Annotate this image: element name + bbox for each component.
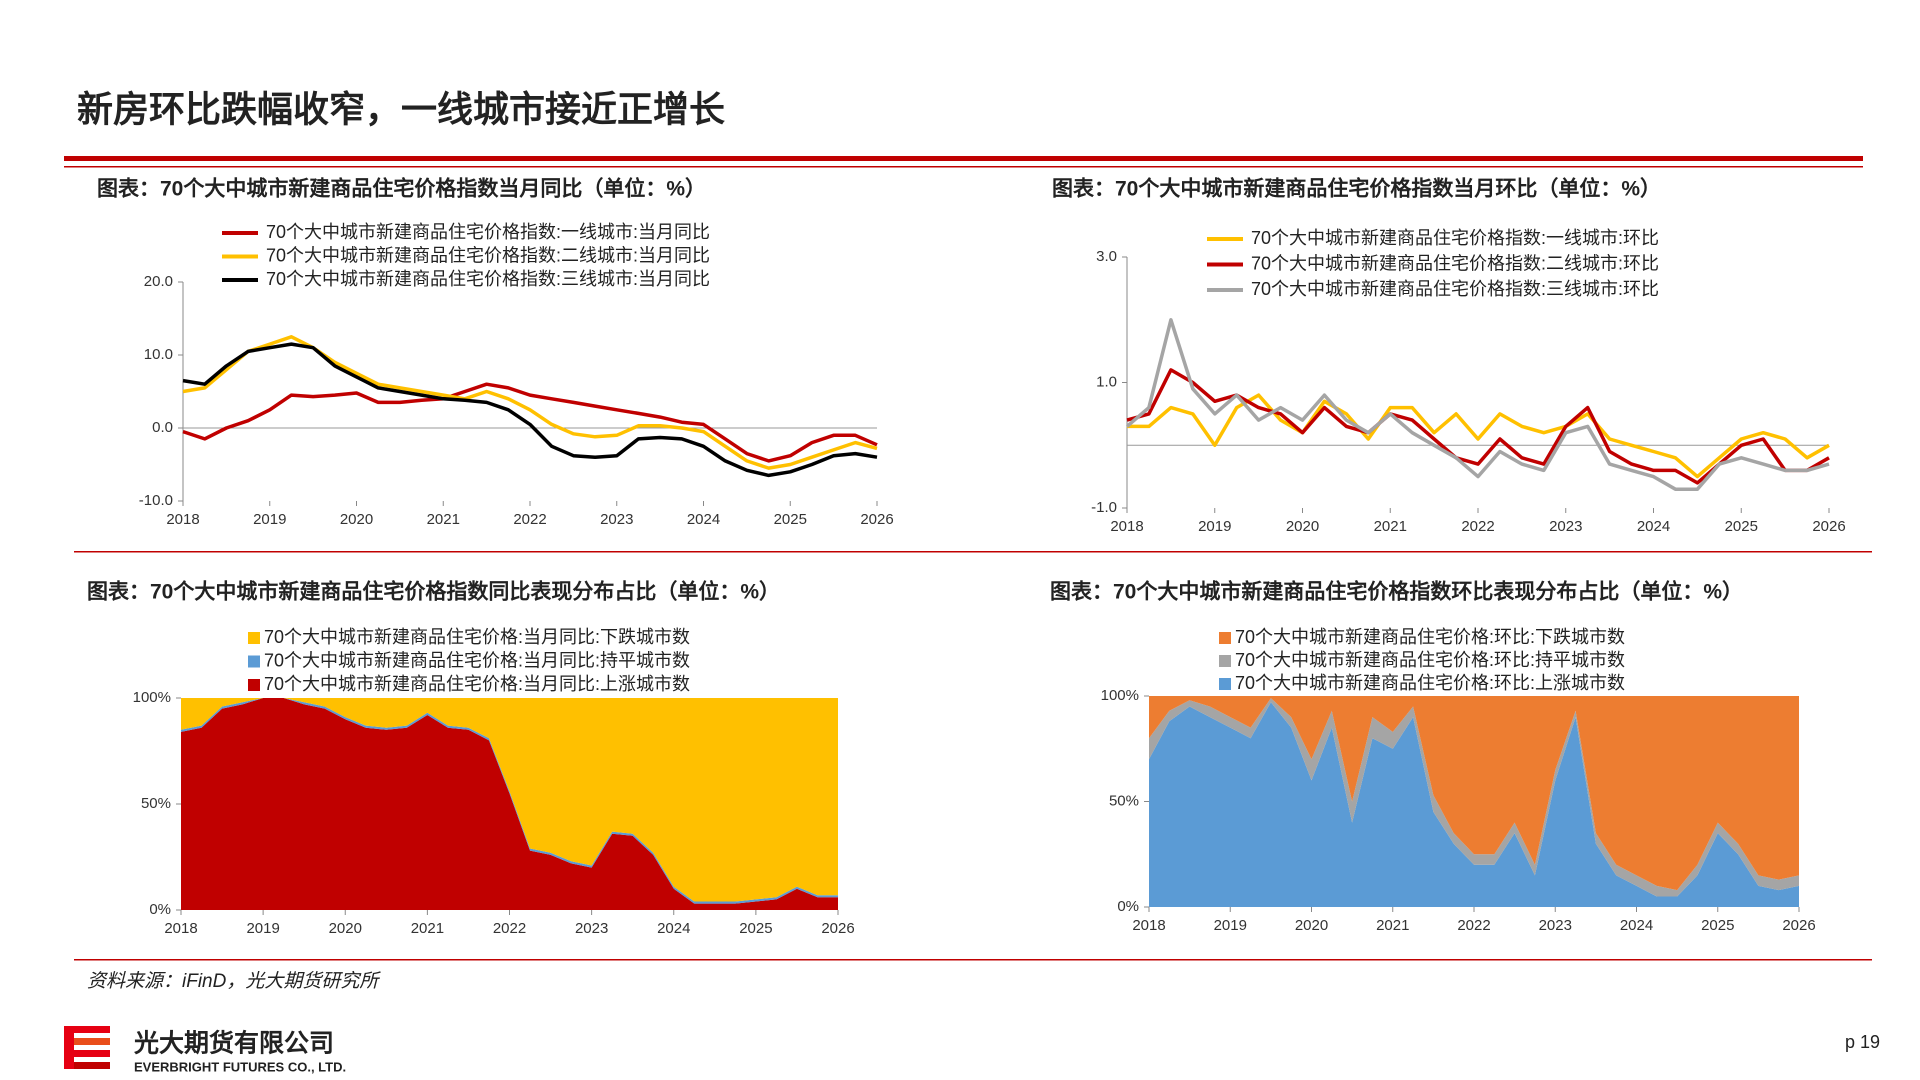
x-tick-label: 2019 bbox=[1214, 917, 1247, 934]
bottom-rule bbox=[74, 959, 1872, 961]
legend-swatch bbox=[1219, 632, 1231, 644]
x-tick-label: 2019 bbox=[246, 920, 279, 937]
x-tick-label: 2023 bbox=[1539, 917, 1572, 934]
y-tick-label: 3.0 bbox=[1096, 248, 1117, 265]
series-area bbox=[181, 698, 838, 910]
page-number: p 19 bbox=[1845, 1032, 1880, 1052]
x-tick-label: 2022 bbox=[1457, 917, 1490, 934]
x-tick-label: 2026 bbox=[860, 511, 893, 528]
x-tick-label: 2022 bbox=[513, 511, 546, 528]
x-tick-label: 2026 bbox=[1812, 518, 1845, 535]
x-tick-label: 2023 bbox=[1549, 518, 1582, 535]
legend-label: 70个大中城市新建商品住宅价格:环比:持平城市数 bbox=[1235, 650, 1625, 670]
x-tick-label: 2025 bbox=[739, 920, 772, 937]
x-tick-label: 2019 bbox=[1198, 518, 1231, 535]
series-area bbox=[1149, 702, 1799, 907]
y-tick-label: 20.0 bbox=[144, 273, 173, 290]
source-note: 资料来源：iFinD，光大期货研究所 bbox=[87, 970, 381, 992]
x-tick-label: 2024 bbox=[1637, 518, 1670, 535]
legend-label: 70个大中城市新建商品住宅价格:当月同比:下跌城市数 bbox=[264, 627, 690, 647]
x-tick-label: 2025 bbox=[1725, 518, 1758, 535]
x-tick-label: 2026 bbox=[1782, 917, 1815, 934]
legend-label: 70个大中城市新建商品住宅价格指数:二线城市:环比 bbox=[1251, 253, 1659, 273]
legend-label: 70个大中城市新建商品住宅价格指数:一线城市:当月同比 bbox=[266, 222, 710, 242]
chart-title: 图表：70个大中城市新建商品住宅价格指数环比表现分布占比（单位：%） bbox=[1050, 580, 1743, 604]
x-tick-label: 2023 bbox=[600, 511, 633, 528]
x-tick-label: 2021 bbox=[1376, 917, 1409, 934]
legend-label: 70个大中城市新建商品住宅价格:环比:上涨城市数 bbox=[1235, 673, 1625, 693]
y-tick-label: 1.0 bbox=[1096, 373, 1117, 390]
x-tick-label: 2020 bbox=[329, 920, 362, 937]
slide-title: 新房环比跌幅收窄，一线城市接近正增长 bbox=[77, 89, 725, 130]
mid-rule bbox=[74, 551, 1872, 553]
y-tick-label: 100% bbox=[1101, 687, 1139, 704]
header-rule bbox=[64, 166, 1863, 168]
x-tick-label: 2025 bbox=[774, 511, 807, 528]
x-tick-label: 2023 bbox=[575, 920, 608, 937]
series-area bbox=[181, 698, 838, 902]
x-tick-label: 2018 bbox=[1132, 917, 1165, 934]
x-tick-label: 2026 bbox=[821, 920, 854, 937]
legend-label: 70个大中城市新建商品住宅价格:当月同比:上涨城市数 bbox=[264, 674, 690, 694]
legend-label: 70个大中城市新建商品住宅价格指数:一线城市:环比 bbox=[1251, 228, 1659, 248]
y-tick-label: 10.0 bbox=[144, 346, 173, 363]
legend-label: 70个大中城市新建商品住宅价格指数:三线城市:当月同比 bbox=[266, 269, 710, 289]
series-line bbox=[182, 382, 878, 463]
legend-label: 70个大中城市新建商品住宅价格指数:三线城市:环比 bbox=[1251, 279, 1659, 299]
chart-title: 图表：70个大中城市新建商品住宅价格指数当月环比（单位：%） bbox=[1052, 177, 1661, 201]
x-tick-label: 2020 bbox=[340, 511, 373, 528]
x-tick-label: 2021 bbox=[1374, 518, 1407, 535]
legend-swatch bbox=[1219, 655, 1231, 667]
x-tick-label: 2020 bbox=[1295, 917, 1328, 934]
x-tick-label: 2024 bbox=[1620, 917, 1653, 934]
y-tick-label: 100% bbox=[133, 689, 171, 706]
legend-swatch bbox=[248, 655, 260, 668]
y-tick-label: 50% bbox=[1109, 792, 1139, 809]
y-tick-label: 0% bbox=[149, 901, 171, 918]
company-name: 光大期货有限公司 bbox=[133, 1029, 334, 1058]
x-tick-label: 2022 bbox=[493, 920, 526, 937]
legend-label: 70个大中城市新建商品住宅价格:当月同比:持平城市数 bbox=[264, 650, 690, 670]
x-tick-label: 2020 bbox=[1286, 518, 1319, 535]
y-tick-label: 0% bbox=[1117, 898, 1139, 915]
legend-label: 70个大中城市新建商品住宅价格:环比:下跌城市数 bbox=[1235, 627, 1625, 647]
x-tick-label: 2021 bbox=[411, 920, 444, 937]
series-line bbox=[1126, 368, 1830, 485]
series-line bbox=[1125, 318, 1830, 491]
x-tick-label: 2021 bbox=[427, 511, 460, 528]
x-tick-label: 2018 bbox=[166, 511, 199, 528]
chart-title: 图表：70个大中城市新建商品住宅价格指数同比表现分布占比（单位：%） bbox=[87, 580, 780, 604]
x-tick-label: 2019 bbox=[253, 511, 286, 528]
title-rule bbox=[64, 156, 1863, 161]
x-tick-label: 2025 bbox=[1701, 917, 1734, 934]
company-name-en: EVERBRIGHT FUTURES CO., LTD. bbox=[134, 1059, 346, 1074]
series-area bbox=[1149, 696, 1799, 891]
logo bbox=[64, 1026, 110, 1069]
x-tick-label: 2024 bbox=[687, 511, 720, 528]
y-tick-label: -10.0 bbox=[139, 492, 173, 509]
series-line bbox=[182, 335, 878, 470]
chart-title: 图表：70个大中城市新建商品住宅价格指数当月同比（单位：%） bbox=[97, 177, 706, 201]
x-tick-label: 2018 bbox=[164, 920, 197, 937]
y-tick-label: 50% bbox=[141, 795, 171, 812]
legend-swatch bbox=[248, 679, 260, 691]
y-tick-label: 0.0 bbox=[152, 419, 173, 436]
legend-swatch bbox=[248, 632, 260, 644]
legend-swatch bbox=[1219, 678, 1231, 690]
series-line bbox=[182, 342, 878, 478]
y-tick-label: -1.0 bbox=[1091, 499, 1117, 516]
series-area bbox=[1149, 698, 1799, 897]
x-tick-label: 2018 bbox=[1110, 518, 1143, 535]
x-tick-label: 2024 bbox=[657, 920, 690, 937]
x-tick-label: 2022 bbox=[1461, 518, 1494, 535]
legend-label: 70个大中城市新建商品住宅价格指数:二线城市:当月同比 bbox=[266, 245, 710, 265]
